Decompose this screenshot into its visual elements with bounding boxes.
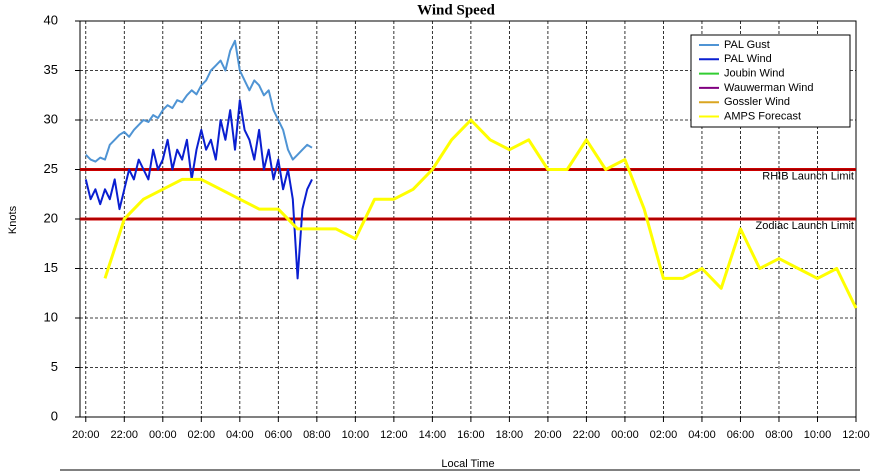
y-tick-label: 10 bbox=[44, 309, 58, 324]
x-tick-label: 00:00 bbox=[149, 429, 177, 441]
x-tick-label: 16:00 bbox=[457, 429, 485, 441]
chart-title: Wind Speed bbox=[417, 2, 495, 18]
legend-label: Gossler Wind bbox=[724, 96, 790, 108]
x-tick-label: 10:00 bbox=[342, 429, 370, 441]
y-tick-label: 0 bbox=[51, 408, 58, 423]
x-tick-label: 20:00 bbox=[72, 429, 100, 441]
limit-label: RHIB Launch Limit bbox=[762, 170, 854, 182]
x-tick-label: 02:00 bbox=[650, 429, 678, 441]
x-tick-label: 10:00 bbox=[804, 429, 832, 441]
y-axis-label: Knots bbox=[7, 205, 19, 234]
series-line bbox=[103, 118, 858, 309]
x-tick-label: 00:00 bbox=[611, 429, 639, 441]
y-tick-label: 20 bbox=[44, 210, 58, 225]
x-tick-label: 22:00 bbox=[573, 429, 601, 441]
legend-label: PAL Gust bbox=[724, 39, 770, 51]
legend-label: AMPS Forecast bbox=[724, 110, 801, 122]
x-tick-label: 22:00 bbox=[111, 429, 139, 441]
x-tick-label: 04:00 bbox=[226, 429, 254, 441]
x-tick-label: 08:00 bbox=[765, 429, 793, 441]
x-tick-label: 18:00 bbox=[496, 429, 524, 441]
y-tick-label: 30 bbox=[44, 111, 58, 126]
y-tick-label: 40 bbox=[44, 12, 58, 27]
x-tick-label: 12:00 bbox=[842, 429, 870, 441]
x-tick-label: 04:00 bbox=[688, 429, 716, 441]
y-tick-label: 15 bbox=[44, 260, 58, 275]
series-line bbox=[85, 39, 313, 163]
x-tick-label: 06:00 bbox=[265, 429, 293, 441]
x-tick-label: 02:00 bbox=[188, 429, 216, 441]
x-tick-label: 12:00 bbox=[380, 429, 408, 441]
x-tick-label: 20:00 bbox=[534, 429, 562, 441]
x-tick-label: 14:00 bbox=[419, 429, 447, 441]
series-line bbox=[84, 99, 313, 280]
y-tick-label: 25 bbox=[44, 161, 58, 176]
x-axis-label: Local Time bbox=[441, 458, 494, 470]
legend-label: PAL Wind bbox=[724, 53, 772, 65]
x-tick-label: 08:00 bbox=[303, 429, 331, 441]
y-tick-label: 35 bbox=[44, 62, 58, 77]
limit-label: Zodiac Launch Limit bbox=[756, 220, 854, 232]
x-tick-label: 06:00 bbox=[727, 429, 755, 441]
y-tick-label: 5 bbox=[51, 359, 58, 374]
legend-label: Joubin Wind bbox=[724, 68, 785, 80]
legend-label: Wauwerman Wind bbox=[724, 82, 813, 94]
legend-box bbox=[690, 34, 851, 128]
